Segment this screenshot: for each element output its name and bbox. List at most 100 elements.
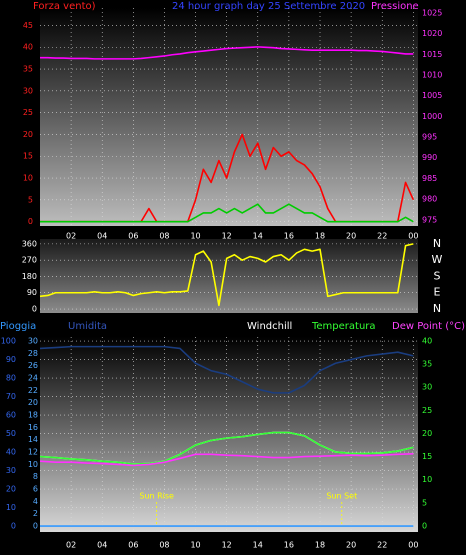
x-tick-label: 00 xyxy=(408,232,418,241)
y3-tick-label: 6 xyxy=(33,485,38,494)
y2-tick-label: E xyxy=(434,286,441,299)
legend-label: Umidita xyxy=(68,321,107,332)
y-tick-label: 80 xyxy=(6,374,16,383)
annotation-label: Sun Rise xyxy=(139,492,174,501)
y-tick-label: 30 xyxy=(6,466,16,475)
y-tick-label: 35 xyxy=(23,65,33,74)
annotation-label: Sun Set xyxy=(326,492,357,501)
y2-tick-label: 20 xyxy=(422,429,432,438)
y3-tick-label: 30 xyxy=(28,337,38,346)
x-tick-label: 08 xyxy=(159,541,169,550)
y-tick-label: 10 xyxy=(6,503,16,512)
y2-tick-label: 1000 xyxy=(422,112,442,121)
x-tick-label: 02 xyxy=(66,232,76,241)
y3-tick-label: 28 xyxy=(28,349,38,358)
legend-label: Pressione xyxy=(371,1,419,12)
series-line xyxy=(39,453,414,467)
y3-tick-label: 22 xyxy=(28,386,38,395)
y3-tick-label: 26 xyxy=(28,361,38,370)
y-tick-label: 360 xyxy=(22,239,37,248)
x-tick-label: 06 xyxy=(128,232,138,241)
y2-tick-label: 980 xyxy=(422,195,437,204)
y2-tick-label: 10 xyxy=(422,475,432,484)
series-line xyxy=(39,243,414,307)
y2-tick-label: 30 xyxy=(422,383,432,392)
y2-tick-label: 990 xyxy=(422,153,437,162)
y2-tick-label: 0 xyxy=(422,521,427,530)
y-tick-label: 15 xyxy=(23,152,33,161)
plot-area xyxy=(40,337,418,532)
series-line xyxy=(40,203,414,223)
y2-tick-label: 1020 xyxy=(422,29,442,38)
legend-label: Forza vento) xyxy=(33,1,96,12)
y-tick-label: 10 xyxy=(23,174,33,183)
y3-tick-label: 16 xyxy=(28,423,38,432)
y-tick-label: 40 xyxy=(23,43,33,52)
x-tick-label: 14 xyxy=(253,541,263,550)
y2-tick-label: N xyxy=(433,237,441,250)
series-line xyxy=(39,431,414,465)
y2-tick-label: 1010 xyxy=(422,71,442,80)
plot-area xyxy=(40,8,418,226)
x-tick-label: 08 xyxy=(159,232,169,241)
y3-tick-label: 8 xyxy=(33,472,38,481)
y-tick-label: 60 xyxy=(6,411,16,420)
x-tick-label: 06 xyxy=(128,541,138,550)
chart-title: 24 hour graph day 25 Settembre 2020 xyxy=(172,1,365,12)
y-tick-label: 40 xyxy=(6,448,16,457)
y2-tick-label: 15 xyxy=(422,452,432,461)
x-tick-label: 22 xyxy=(377,232,387,241)
y-tick-label: 180 xyxy=(22,272,37,281)
y2-tick-label: 1025 xyxy=(422,8,442,17)
series-line xyxy=(39,345,414,394)
x-tick-label: 20 xyxy=(346,541,356,550)
y2-tick-label: 25 xyxy=(422,406,432,415)
y2-tick-label: 1015 xyxy=(422,50,442,59)
y-tick-label: 70 xyxy=(6,392,16,401)
y-tick-label: 30 xyxy=(23,86,33,95)
x-tick-label: 04 xyxy=(97,232,107,241)
x-tick-label: 04 xyxy=(97,541,107,550)
y2-tick-label: N xyxy=(433,302,441,315)
x-tick-label: 12 xyxy=(222,541,232,550)
y2-tick-label: 1005 xyxy=(422,91,442,100)
x-tick-label: 18 xyxy=(315,541,325,550)
x-tick-label: 10 xyxy=(190,541,200,550)
series-line xyxy=(40,46,414,60)
x-tick-label: 16 xyxy=(284,232,294,241)
y-tick-label: 20 xyxy=(23,130,33,139)
y3-tick-label: 18 xyxy=(28,411,38,420)
y2-tick-label: 5 xyxy=(422,498,427,507)
x-tick-label: 10 xyxy=(190,232,200,241)
y-tick-label: 0 xyxy=(32,305,37,314)
y3-tick-label: 24 xyxy=(28,374,38,383)
x-tick-label: 14 xyxy=(253,232,263,241)
legend-label: Dew Point (°C) xyxy=(392,321,465,332)
y-tick-label: 50 xyxy=(6,429,16,438)
x-tick-label: 18 xyxy=(315,232,325,241)
legend-label: Temperatura xyxy=(311,321,376,332)
y2-tick-label: 975 xyxy=(422,215,437,224)
x-tick-label: 16 xyxy=(284,541,294,550)
plot-area xyxy=(40,239,418,313)
x-tick-label: 02 xyxy=(66,541,76,550)
y-tick-label: 20 xyxy=(6,485,16,494)
y3-tick-label: 20 xyxy=(28,398,38,407)
x-tick-label: 00 xyxy=(408,541,418,550)
y2-tick-label: S xyxy=(434,269,441,282)
y-tick-label: 25 xyxy=(23,108,33,117)
legend-label: Windchill xyxy=(247,321,292,332)
y-tick-label: 90 xyxy=(6,355,16,364)
y3-tick-label: 0 xyxy=(33,522,38,531)
y-tick-label: 100 xyxy=(1,337,16,346)
y3-tick-label: 2 xyxy=(33,509,38,518)
y-tick-label: 5 xyxy=(28,195,33,204)
y3-tick-label: 10 xyxy=(28,460,38,469)
x-tick-label: 22 xyxy=(377,541,387,550)
y2-tick-label: W xyxy=(432,253,443,266)
legend-label: Pioggia xyxy=(0,321,36,332)
y-tick-label: 45 xyxy=(23,21,33,30)
y-tick-label: 0 xyxy=(28,217,33,226)
